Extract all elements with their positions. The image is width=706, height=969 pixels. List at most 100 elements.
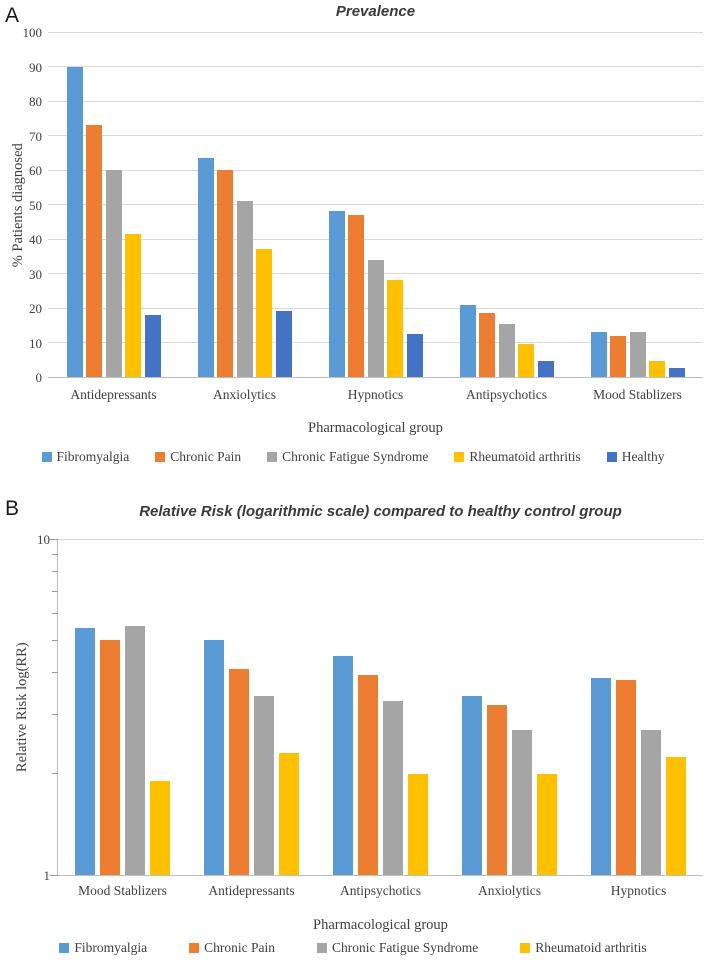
bar: [408, 773, 428, 875]
bar: [590, 332, 607, 377]
y-axis-title: Relative Risk log(RR): [13, 642, 30, 773]
category-label: Hypnotics: [610, 883, 667, 898]
legend-item: Chronic Fatigue Syndrome: [267, 450, 428, 464]
bar: [150, 781, 170, 875]
bar: [66, 66, 83, 377]
y-tick-label: 100: [22, 25, 43, 40]
bar: [387, 280, 403, 377]
bar: [333, 655, 353, 875]
legend-swatch-icon: [454, 451, 465, 462]
y-tick-label: 30: [29, 266, 42, 282]
bar: [328, 211, 345, 377]
bar: [406, 333, 423, 377]
bar: [641, 730, 661, 875]
legend-swatch-icon: [41, 451, 52, 462]
legend-swatch-icon: [520, 942, 531, 953]
category-label: Mood Stablizers: [78, 883, 167, 898]
gridline: [48, 238, 703, 240]
bar: [204, 640, 224, 875]
legend-swatch-icon: [267, 451, 278, 462]
bar: [256, 249, 272, 377]
x-axis-title: Pharmacological group: [313, 917, 448, 933]
bar: [616, 680, 636, 875]
bar: [367, 259, 384, 377]
y-tick-label: 1: [43, 868, 51, 883]
bar: [275, 311, 292, 377]
y-major-tick: [50, 874, 58, 876]
bar: [254, 696, 274, 875]
y-tick-label: 60: [29, 163, 42, 178]
y-tick-label: 50: [29, 197, 42, 213]
y-minor-tick: [52, 613, 58, 615]
bar: [512, 730, 532, 875]
y-tick-label: 40: [29, 232, 42, 247]
y-minor-tick: [52, 672, 58, 674]
legend-label: Rheumatoid arthritis: [535, 940, 647, 955]
bar: [236, 201, 253, 377]
bar: [629, 332, 646, 377]
legend-item: Healthy: [606, 450, 664, 464]
bar: [666, 756, 686, 875]
y-tick-label: 20: [29, 301, 42, 316]
panel-b-label: B: [5, 497, 20, 520]
legend-swatch-icon: [317, 942, 328, 953]
legend: Fibromyalgia Chronic Pain Chronic Fatigue …: [0, 450, 706, 464]
gridline: [48, 100, 703, 102]
bar: [217, 170, 233, 377]
gridline: [48, 169, 703, 171]
y-minor-tick: [52, 714, 58, 716]
bar: [197, 157, 214, 377]
bar: [459, 304, 476, 377]
y-tick-label: 80: [29, 94, 42, 109]
gridline: [48, 204, 703, 205]
bar: [125, 626, 145, 875]
legend-item: Chronic Fatigue Syndrome: [317, 941, 478, 955]
legend-item: Rheumatoid arthritis: [520, 940, 647, 955]
x-axis-line: [58, 874, 703, 876]
y-minor-tick: [52, 571, 58, 573]
legend-swatch-icon: [59, 942, 70, 953]
legend-item: Rheumatoid arthritis: [454, 449, 581, 464]
y-minor-tick: [52, 639, 58, 641]
bar: [348, 214, 364, 377]
y-axis-line: [57, 539, 58, 876]
legend-item: Chronic Pain: [155, 450, 241, 464]
legend-item: Fibromyalgia: [41, 449, 130, 464]
legend-label: Chronic Pain: [170, 449, 242, 464]
chart-title: Prevalence: [335, 3, 416, 20]
legend-label: Rheumatoid arthritis: [469, 449, 581, 464]
y-tick-label: 10: [37, 532, 50, 547]
legend-label: Fibromyalgia: [56, 449, 130, 464]
legend-swatch-icon: [189, 942, 200, 953]
category-label: Antipsychotics: [466, 387, 547, 402]
bar: [591, 678, 611, 875]
y-minor-tick: [52, 773, 58, 775]
bar: [229, 669, 249, 875]
bar: [144, 314, 161, 377]
y-tick-label: 70: [29, 128, 42, 144]
bar: [86, 125, 102, 377]
bar: [75, 627, 95, 875]
bar: [358, 674, 378, 875]
legend-swatch-icon: [606, 451, 617, 462]
bar: [479, 313, 495, 377]
x-axis-line: [48, 376, 703, 378]
panel-a-label: A: [5, 4, 20, 27]
bar: [649, 361, 665, 377]
bar: [125, 233, 141, 377]
y-tick-label: 10: [29, 335, 42, 351]
bar: [383, 700, 403, 875]
category-label: Mood Stablizers: [593, 387, 682, 402]
gridline: [58, 538, 703, 540]
bar: [518, 344, 534, 377]
y-minor-tick: [52, 553, 58, 555]
legend: Fibromyalgia Chronic Pain Chronic Fatigue …: [0, 941, 706, 955]
gridline: [48, 66, 703, 67]
bar: [462, 696, 482, 875]
y-tick-label: 90: [29, 59, 42, 75]
gridline: [48, 31, 703, 33]
legend-label: Chronic Fatigue Syndrome: [282, 449, 429, 464]
legend-item: Fibromyalgia: [59, 941, 147, 955]
bar: [105, 170, 122, 377]
